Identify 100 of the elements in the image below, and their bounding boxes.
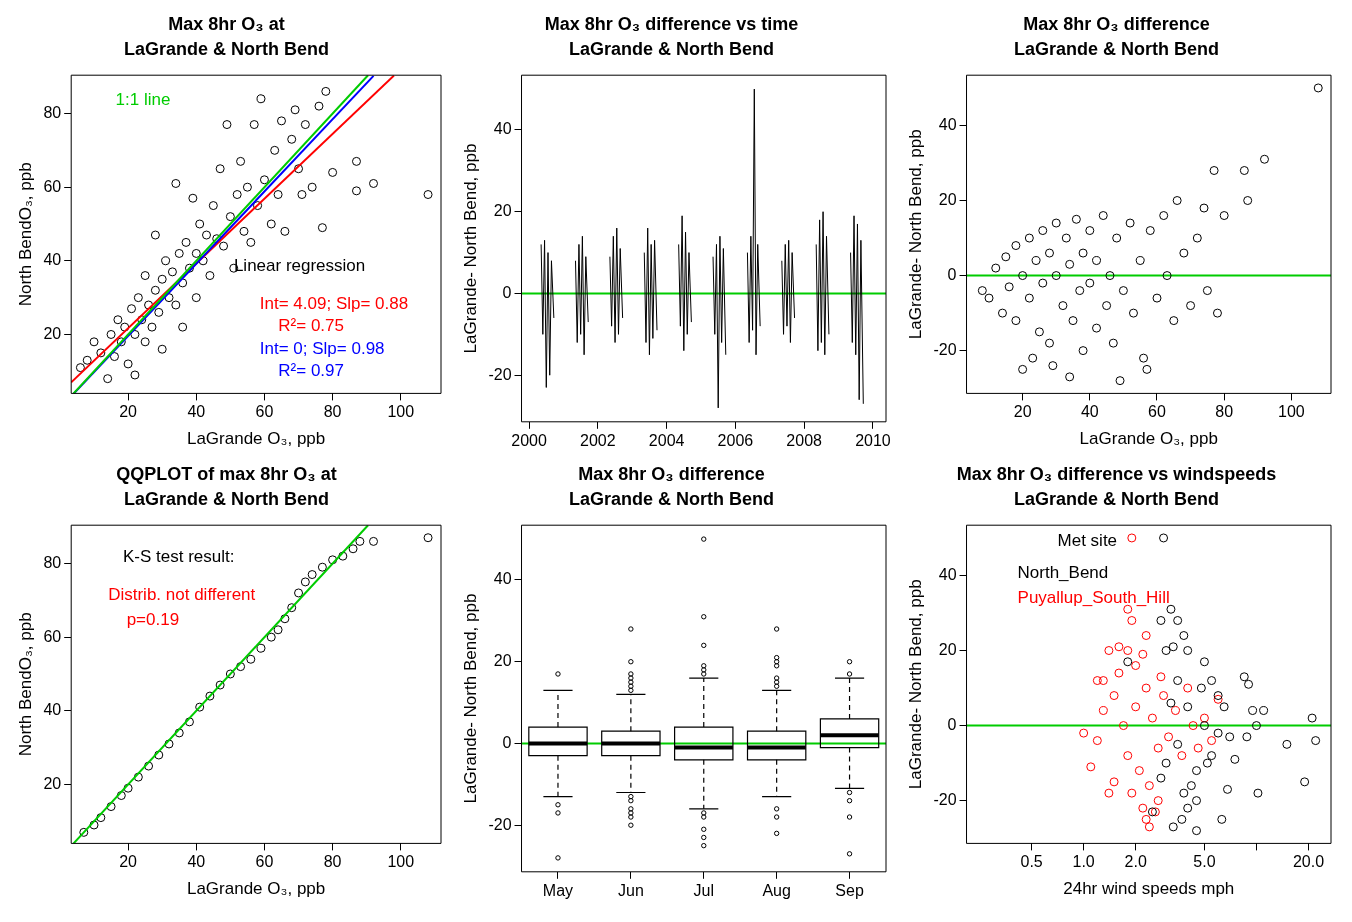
- y-tick-label: 40: [938, 565, 957, 583]
- y-tick-label: 80: [43, 553, 62, 571]
- y-tick-label: -20: [933, 341, 957, 359]
- x-tick-label: 5.0: [1193, 853, 1216, 871]
- x-tick-label: 40: [187, 403, 206, 421]
- x-tick-label: 100: [387, 853, 415, 871]
- point: [195, 702, 205, 712]
- chart-subtitle: LaGrande & North Bend: [123, 489, 330, 510]
- y-tick-label: 20: [938, 640, 957, 658]
- x-tick-label: 40: [1080, 403, 1099, 421]
- chart-subtitle: LaGrande & North Bend: [568, 39, 775, 60]
- x-tick-label: 20.0: [1292, 853, 1325, 871]
- point: [79, 827, 89, 837]
- point: [280, 614, 290, 624]
- annotation: R²= 0.97: [278, 360, 344, 380]
- chart-title: Max 8hr O₃ difference: [1023, 13, 1210, 34]
- y-tick-label: 20: [43, 774, 62, 792]
- chart-title: Max 8hr O₃ at: [168, 13, 285, 34]
- point: [355, 536, 365, 546]
- y-axis-title: LaGrande- North Bend, ppb: [905, 129, 925, 340]
- point: [328, 555, 338, 565]
- series-label: Puyallup_South_Hill: [1017, 587, 1170, 607]
- y-tick-label: 20: [43, 324, 62, 342]
- y-tick-label: 20: [493, 202, 512, 220]
- annotation: p=0.19: [126, 610, 180, 630]
- point: [174, 728, 184, 738]
- x-tick-label: 20: [1013, 403, 1032, 421]
- point: [236, 662, 246, 672]
- y-tick-label: -20: [488, 365, 512, 383]
- x-tick-label: Jul: [693, 881, 714, 899]
- y-tick-label: 20: [493, 652, 512, 670]
- x-axis-title: LaGrande O₃, ppb: [1079, 429, 1218, 449]
- annotation: R²= 0.75: [278, 316, 344, 336]
- point: [294, 588, 304, 598]
- point: [133, 772, 143, 782]
- y-tick-label: 0: [502, 283, 512, 301]
- point: [273, 625, 283, 635]
- x-tick-label: 100: [387, 403, 415, 421]
- y-axis-title: LaGrande- North Bend, ppb: [460, 143, 480, 354]
- chart-subtitle: LaGrande & North Bend: [123, 39, 330, 60]
- x-tick-label: 2004: [648, 431, 685, 449]
- point: [96, 813, 106, 823]
- text: North_Bend: [1017, 562, 1109, 582]
- x-tick-label: 2006: [717, 431, 754, 449]
- annotation: Int= 4.09; Slp= 0.88: [259, 293, 409, 313]
- annotation: Distrib. not different: [108, 584, 256, 604]
- point: [307, 570, 317, 580]
- y-tick-label: 40: [43, 251, 62, 269]
- y-tick-label: 20: [938, 190, 957, 208]
- y-tick-label: 40: [43, 701, 62, 719]
- x-axis-title: LaGrande O₃, ppb: [186, 879, 326, 899]
- x-tick-label: 100: [1278, 403, 1305, 421]
- annotation: K-S test result:: [122, 546, 235, 566]
- legend-title: Met site: [1057, 530, 1118, 550]
- x-tick-label: May: [542, 881, 574, 899]
- chart-title: Max 8hr O₃ difference: [578, 463, 765, 484]
- point: [423, 533, 433, 543]
- annotation: 1:1 line: [115, 90, 171, 110]
- point: [89, 820, 99, 830]
- y-tick-label: 60: [43, 627, 62, 645]
- point: [300, 577, 310, 587]
- point: [144, 761, 154, 771]
- y-tick-label: 0: [947, 715, 957, 733]
- point: [287, 603, 297, 613]
- x-tick-label: 20: [119, 403, 138, 421]
- y-tick-label: 60: [43, 177, 62, 195]
- y-tick-label: 0: [947, 265, 957, 283]
- annotation: Int= 0; Slp= 0.98: [259, 338, 385, 358]
- y-tick-label: -20: [488, 815, 512, 833]
- annotation: Linear regression: [233, 255, 366, 275]
- point: [369, 536, 379, 546]
- point: [123, 783, 133, 793]
- point: [317, 562, 327, 572]
- point: [164, 739, 174, 749]
- y-axis-title: LaGrande- North Bend, ppb: [460, 593, 480, 804]
- point: [338, 551, 348, 561]
- x-tick-label: 2.0: [1124, 853, 1147, 871]
- chart-subtitle: LaGrande & North Bend: [568, 489, 775, 510]
- chart-subtitle: LaGrande & North Bend: [1013, 489, 1220, 510]
- x-tick-label: 80: [1215, 403, 1234, 421]
- y-tick-label: -20: [933, 791, 957, 809]
- chart-title: Max 8hr O₃ difference vs time: [544, 13, 799, 34]
- point: [205, 691, 215, 701]
- point: [215, 680, 225, 690]
- point: [266, 632, 276, 642]
- x-tick-label: 40: [187, 853, 206, 871]
- point: [256, 643, 266, 653]
- y-axis-title: North BendO₃, ppb: [15, 162, 35, 307]
- chart-title: Max 8hr O₃ difference vs windspeeds: [956, 463, 1277, 484]
- y-tick-label: 80: [43, 103, 62, 121]
- x-tick-label: 20: [119, 853, 138, 871]
- x-tick-label: 1.0: [1072, 853, 1095, 871]
- x-tick-label: 60: [1148, 403, 1166, 421]
- y-tick-label: 0: [502, 733, 512, 751]
- point: [246, 654, 256, 664]
- point: [116, 791, 126, 801]
- x-tick-label: 0.5: [1020, 853, 1043, 871]
- chart-title: QQPLOT of max 8hr O₃ at: [116, 463, 337, 484]
- x-tick-label: 60: [255, 853, 274, 871]
- x-tick-label: 60: [255, 403, 274, 421]
